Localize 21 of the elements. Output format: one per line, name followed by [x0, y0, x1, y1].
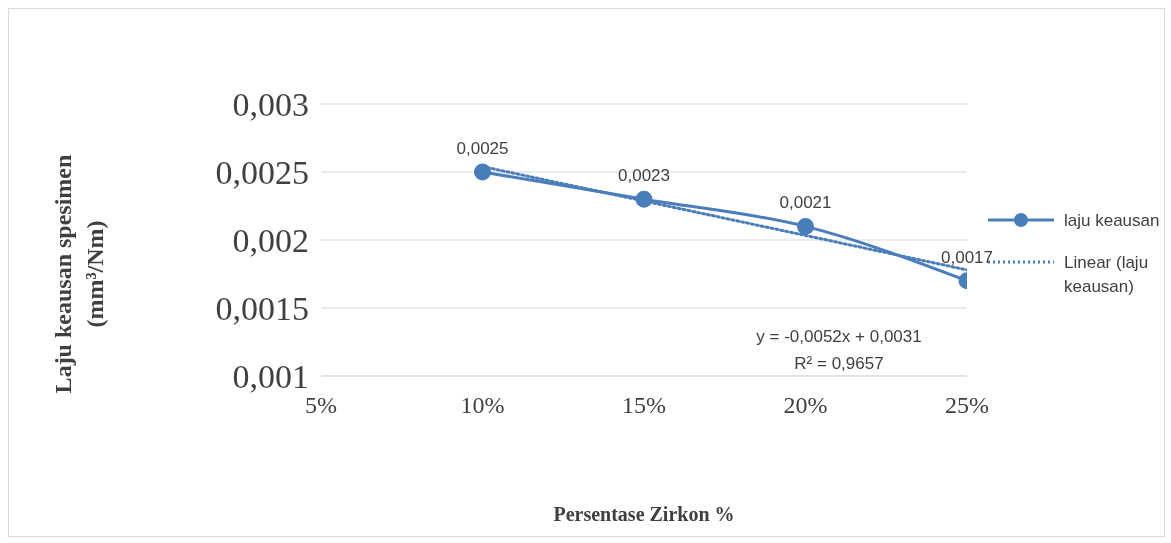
y-tick-label: 0,003: [232, 86, 309, 124]
x-tick-label: 20%: [783, 392, 828, 419]
data-label: 0,0017: [941, 247, 993, 267]
x-axis-title: Persentase Zirkon %: [552, 503, 736, 526]
y-axis-title: Laju keausan spesimen (mm³/Nm): [49, 153, 109, 396]
data-label: 0,0025: [456, 139, 509, 158]
annotation: y = -0,0052x + 0,0031: [755, 327, 923, 347]
x-tick-label: 10%: [460, 392, 505, 419]
point: [635, 190, 653, 208]
annotation: R² = 0,9657: [793, 354, 885, 374]
y-tick-label: 0,0015: [215, 290, 309, 328]
x-tick-label: 15%: [622, 392, 666, 419]
y-tick-label: 0,002: [232, 222, 309, 260]
legend-label: laju keausan: [1064, 210, 1160, 232]
data-label: 0,0023: [618, 166, 670, 186]
data-label: 0,0021: [779, 193, 832, 213]
x-tick-label: 25%: [945, 392, 989, 419]
point: [797, 217, 814, 235]
legend-label: Linear (laju keausan): [1064, 252, 1150, 298]
point: [474, 163, 491, 181]
y-tick-label: 0,0025: [215, 154, 309, 192]
